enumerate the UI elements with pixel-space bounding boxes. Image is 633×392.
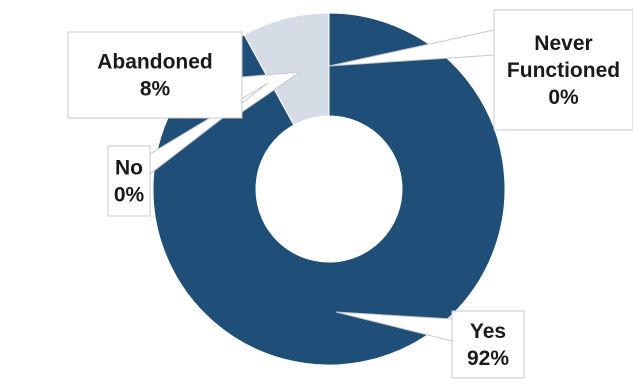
data-label-box-yes xyxy=(451,310,525,379)
data-label-text-never-functioned-1: Functioned xyxy=(507,59,620,82)
data-label-text-never-functioned-0: Never xyxy=(534,32,592,55)
data-label-text-abandoned-0: Abandoned xyxy=(97,51,213,74)
data-label-text-yes-1: 92% xyxy=(467,347,509,370)
data-label-yes: Yes 92% xyxy=(451,310,525,379)
data-label-box-never-functioned xyxy=(493,9,633,131)
data-label-abandoned: Abandoned 8% xyxy=(67,31,243,119)
data-labels: Yes 92% Abandoned 8% No 0% Never Functioned 0% xyxy=(67,9,633,379)
data-label-text-no-1: 0% xyxy=(114,184,145,207)
data-label-text-never-functioned-2: 0% xyxy=(548,86,579,109)
data-label-text-yes-0: Yes xyxy=(470,320,506,343)
slice-abandoned xyxy=(243,12,330,126)
data-label-text-no-0: No xyxy=(115,157,143,180)
data-label-box-abandoned xyxy=(67,31,243,119)
data-label-no: No 0% xyxy=(107,145,151,217)
data-label-text-abandoned-1: 8% xyxy=(140,78,171,101)
data-label-box-no xyxy=(107,145,151,217)
data-label-never-functioned: Never Functioned 0% xyxy=(493,9,633,131)
